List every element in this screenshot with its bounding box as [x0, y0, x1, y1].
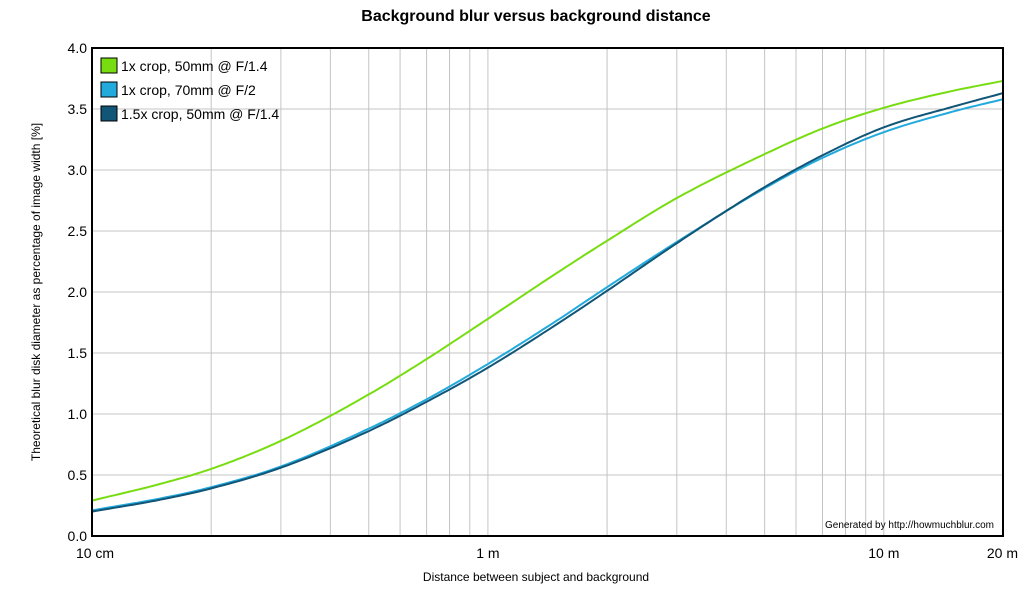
- series-line-3: [91, 92, 1004, 513]
- legend-swatch: [100, 81, 118, 98]
- y-tick-label: 2.0: [68, 284, 88, 300]
- legend-label: 1x crop, 50mm @ F/1.4: [121, 58, 268, 74]
- y-tick-label: 0.0: [68, 528, 88, 544]
- legend-swatch: [100, 57, 118, 74]
- y-tick-label: 2.5: [68, 223, 88, 239]
- legend-label: 1x crop, 70mm @ F/2: [121, 82, 256, 98]
- y-tick-label: 0.5: [68, 467, 88, 483]
- y-tick-label: 1.5: [68, 345, 88, 361]
- x-tick-label: 20 m: [987, 545, 1018, 561]
- series-line-1: [91, 79, 1004, 502]
- plot-frame: [91, 47, 1004, 537]
- legend-label: 1.5x crop, 50mm @ F/1.4: [121, 106, 279, 122]
- x-tick-label: 10 cm: [76, 545, 114, 561]
- y-tick-labels: 0.0 0.5 1.0 1.5 2.0 2.5 3.0 3.5 4.0: [68, 40, 88, 544]
- credit-text: Generated by http://howmuchblur.com: [825, 520, 994, 531]
- legend-swatch: [100, 105, 118, 122]
- y-axis-label: Theoretical blur disk diameter as percen…: [29, 123, 43, 461]
- y-tick-label: 4.0: [68, 40, 88, 56]
- series-lines: [91, 79, 1004, 513]
- y-tick-label: 1.0: [68, 406, 88, 422]
- series-line-2: [91, 98, 1004, 512]
- x-axis-label: Distance between subject and background: [423, 570, 649, 584]
- x-tick-labels: 10 cm 1 m 10 m 20 m: [76, 545, 1018, 561]
- legend: 1x crop, 50mm @ F/1.4 1x crop, 70mm @ F/2…: [100, 57, 279, 122]
- y-tick-label: 3.5: [68, 101, 88, 117]
- x-tick-label: 1 m: [476, 545, 499, 561]
- x-tick-label: 10 m: [868, 545, 899, 561]
- chart-title: Background blur versus background distan…: [361, 8, 711, 25]
- y-tick-label: 3.0: [68, 162, 88, 178]
